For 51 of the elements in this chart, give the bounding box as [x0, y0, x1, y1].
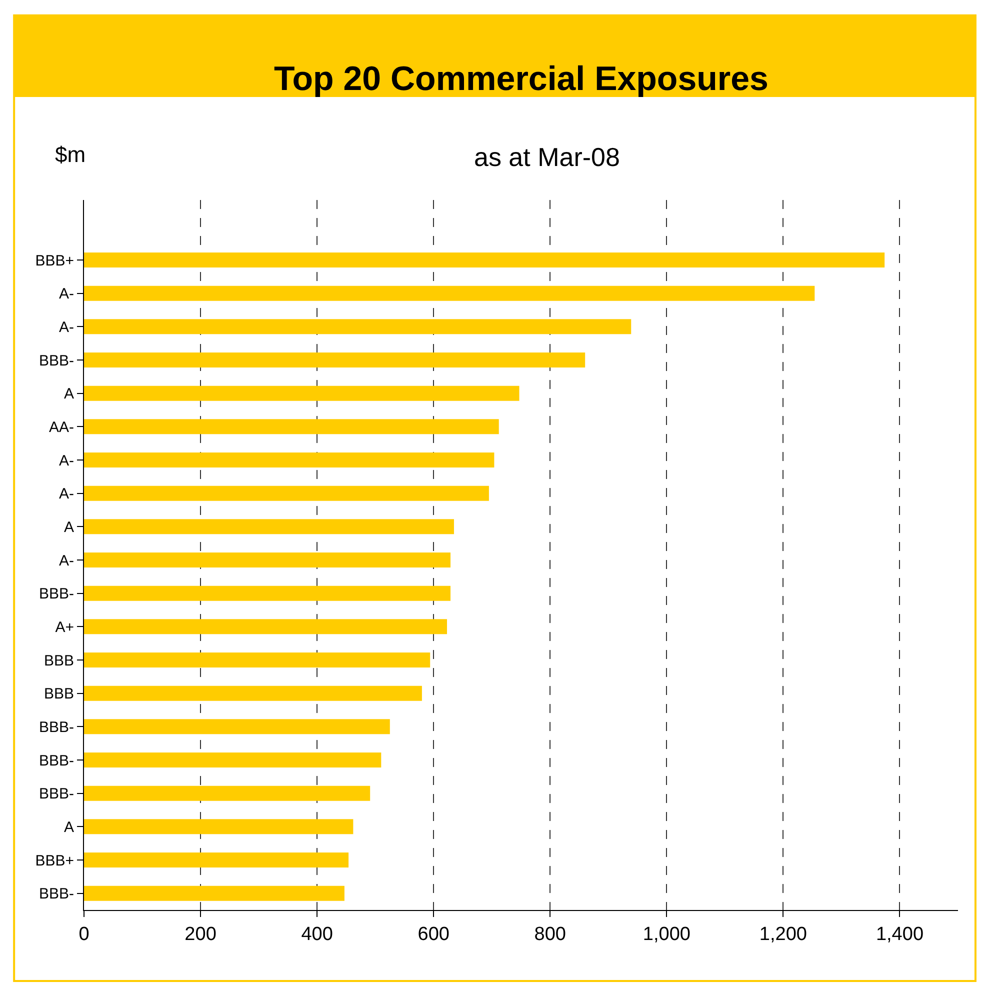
- y-tick-label: A: [64, 818, 74, 836]
- x-tick-label: 1,400: [876, 924, 924, 945]
- y-tick-label: A+: [55, 618, 74, 636]
- y-tick-label: BBB-: [38, 752, 74, 770]
- y-tick-label: BBB-: [38, 718, 74, 736]
- x-tick-label: 800: [534, 924, 566, 945]
- y-tick-label: BBB-: [38, 886, 74, 903]
- y-axis-title: $m: [55, 142, 86, 167]
- y-tick-label: A-: [59, 486, 74, 503]
- x-tick-label: 1,000: [642, 924, 690, 945]
- y-tick-label: BBB: [44, 686, 74, 703]
- y-tick-label: BBB-: [38, 786, 74, 803]
- bar: [84, 519, 454, 534]
- x-tick-label: 400: [301, 924, 333, 945]
- y-tick-label: BBB: [44, 652, 74, 670]
- y-tick-label: A-: [59, 286, 74, 303]
- bar: [84, 452, 494, 468]
- y-tick-label: BBB-: [38, 586, 74, 603]
- y-tick-label: A: [64, 518, 74, 536]
- bar: [84, 252, 885, 268]
- x-tick-label: 600: [418, 924, 450, 945]
- y-tick-label: A: [64, 386, 74, 403]
- x-tick-label: 0: [78, 924, 90, 945]
- chart-title: Top 20 Commercial Exposures: [274, 60, 768, 98]
- y-tick-label: AA-: [48, 418, 74, 436]
- y-tick-label: BBB+: [35, 252, 74, 270]
- bar: [84, 719, 390, 734]
- chart-subtitle: as at Mar-08: [474, 142, 620, 172]
- bar: [84, 819, 354, 834]
- y-tick-label: A-: [59, 318, 74, 336]
- y-tick-label: A-: [59, 452, 74, 470]
- bar: [84, 752, 382, 768]
- bar: [84, 386, 520, 401]
- bar: [84, 886, 344, 901]
- bar: [84, 686, 422, 701]
- y-tick-label: BBB-: [38, 352, 74, 370]
- bar: [84, 852, 349, 868]
- bar: [84, 652, 430, 668]
- bar: [84, 619, 447, 634]
- bar: [84, 352, 586, 368]
- y-tick-label: A-: [59, 552, 74, 570]
- y-tick-label: BBB+: [35, 852, 74, 870]
- bar: [84, 786, 370, 801]
- bar: [84, 319, 632, 334]
- x-tick-label: 1,200: [759, 924, 807, 945]
- bar: [84, 286, 815, 301]
- bar: [84, 486, 489, 501]
- bar: [84, 552, 450, 568]
- bar: [84, 586, 450, 601]
- bar: [84, 419, 499, 434]
- x-tick-label: 200: [184, 924, 216, 945]
